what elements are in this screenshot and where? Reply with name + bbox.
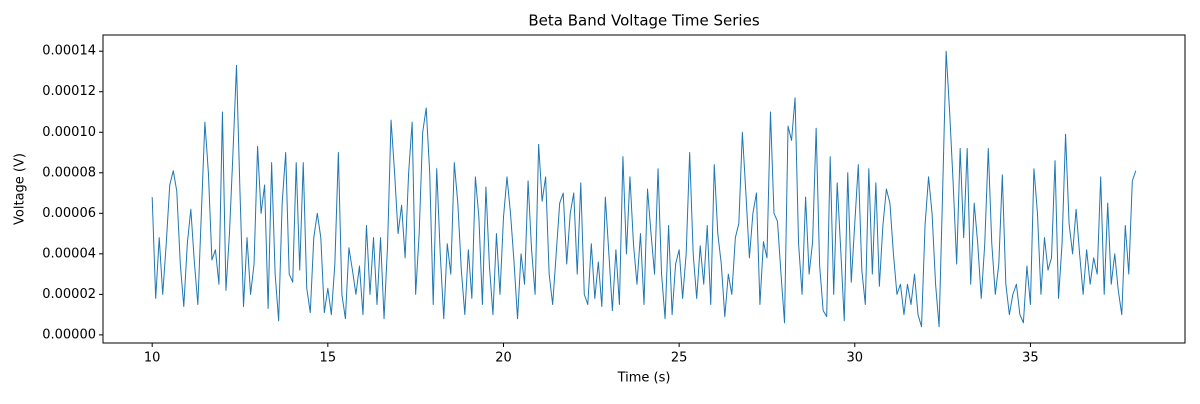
chart-title: Beta Band Voltage Time Series [528, 12, 759, 30]
x-tick-label: 20 [495, 351, 512, 366]
x-tick-label: 15 [320, 351, 337, 366]
x-tick-label: 30 [847, 351, 864, 366]
y-tick-label: 0.00008 [42, 165, 96, 180]
plot-frame [102, 34, 1186, 344]
y-tick-label: 0.00004 [42, 246, 96, 261]
x-axis-label: Time (s) [617, 371, 671, 386]
y-tick-label: 0.00006 [42, 206, 96, 221]
y-tick-label: 0.00012 [42, 84, 96, 99]
y-tick-label: 0.00000 [42, 327, 96, 342]
x-tick-label: 10 [144, 351, 161, 366]
x-tick-label: 35 [1022, 351, 1039, 366]
y-tick-label: 0.00014 [42, 44, 96, 59]
y-tick-label: 0.00010 [42, 125, 96, 140]
data-line [151, 50, 1137, 328]
y-axis-label: Voltage (V) [13, 153, 28, 225]
y-tick-label: 0.00002 [42, 287, 96, 302]
x-tick-label: 25 [671, 351, 688, 366]
